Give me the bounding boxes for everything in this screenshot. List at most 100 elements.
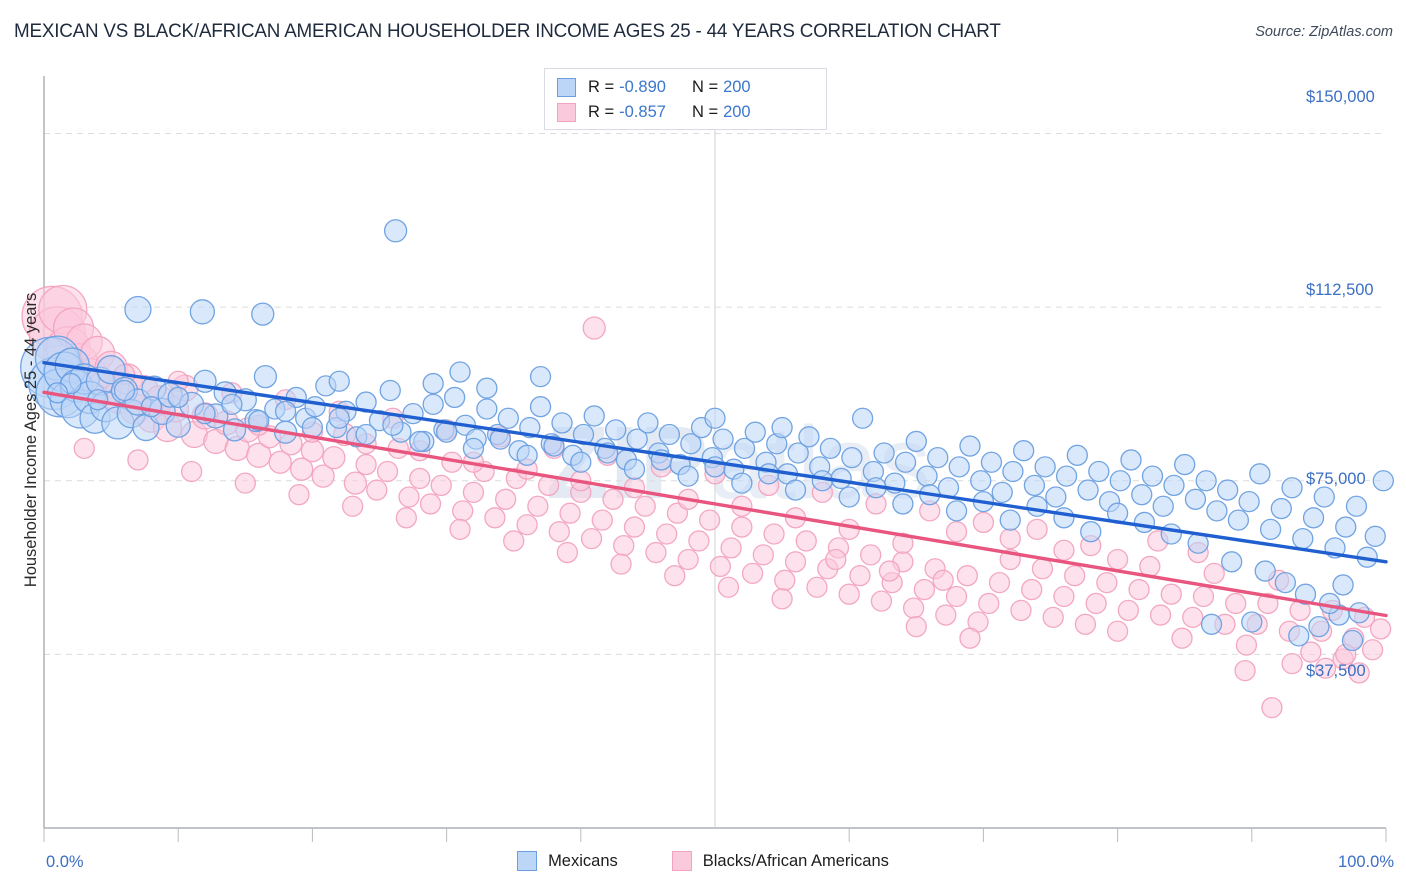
data-point xyxy=(556,541,579,564)
data-point xyxy=(73,437,95,460)
data-point xyxy=(902,597,925,619)
data-point xyxy=(422,393,444,416)
data-point xyxy=(383,219,408,243)
data-point xyxy=(1117,599,1139,622)
data-point xyxy=(795,530,817,552)
data-point xyxy=(572,423,595,446)
data-point xyxy=(758,463,780,485)
data-point xyxy=(274,400,297,422)
data-point xyxy=(680,433,702,455)
data-point xyxy=(1288,625,1310,647)
data-point xyxy=(476,398,498,420)
data-point xyxy=(1096,571,1118,594)
data-point xyxy=(709,555,732,578)
data-point xyxy=(972,511,995,534)
data-point xyxy=(494,488,517,510)
data-point xyxy=(1195,470,1217,492)
data-point xyxy=(1182,606,1204,628)
data-point xyxy=(905,430,927,453)
data-point xyxy=(529,365,552,388)
data-point xyxy=(838,518,860,541)
trendline-blacks xyxy=(42,390,1388,618)
data-point xyxy=(1364,525,1386,547)
data-point xyxy=(343,471,367,495)
data-point xyxy=(1077,479,1099,501)
data-point xyxy=(1238,490,1260,513)
data-point xyxy=(1109,470,1131,492)
data-point xyxy=(1254,560,1276,582)
data-point xyxy=(1031,558,1054,580)
data-point xyxy=(988,571,1011,594)
legend-label-blacks: Blacks/African Americans xyxy=(702,851,889,870)
data-point xyxy=(449,518,471,541)
data-point xyxy=(664,565,686,587)
data-point xyxy=(959,435,981,457)
data-point xyxy=(784,479,807,501)
series-swatch-mexicans xyxy=(557,78,576,97)
data-point xyxy=(720,537,742,559)
data-point xyxy=(870,590,893,612)
r-value-mexicans: -0.890 xyxy=(619,78,666,96)
data-point xyxy=(304,396,326,418)
y-tick-label-112500: $112,500 xyxy=(1306,281,1374,299)
data-point xyxy=(1372,470,1394,492)
data-point xyxy=(1141,465,1164,487)
data-point xyxy=(1235,634,1258,656)
data-point xyxy=(503,530,525,552)
data-point xyxy=(677,465,699,487)
legend-item-blacks[interactable]: Blacks/African Americans xyxy=(671,851,889,871)
data-point xyxy=(1026,495,1048,517)
data-point xyxy=(784,551,807,573)
data-point xyxy=(1234,659,1256,682)
stat-row-mexicans: R = -0.890 N = 200 xyxy=(557,75,816,100)
data-point xyxy=(905,615,927,638)
data-point xyxy=(1066,444,1088,466)
data-point xyxy=(484,507,506,529)
data-point xyxy=(1021,578,1043,601)
data-point xyxy=(731,472,753,494)
data-point xyxy=(582,316,606,340)
data-point xyxy=(1261,696,1283,719)
data-point xyxy=(741,562,764,585)
legend-swatch-mexicans xyxy=(517,851,538,871)
data-point xyxy=(771,588,793,610)
data-point xyxy=(999,509,1021,531)
data-point xyxy=(529,396,552,418)
data-point xyxy=(379,379,401,402)
data-point xyxy=(1055,465,1078,487)
data-point xyxy=(610,553,632,575)
data-point xyxy=(970,470,992,492)
data-point xyxy=(1361,639,1384,661)
data-point xyxy=(999,528,1021,550)
data-point xyxy=(1184,488,1207,510)
data-point xyxy=(516,514,538,536)
n-value-mexicans: 200 xyxy=(723,78,751,96)
data-point xyxy=(355,453,377,476)
x-tick-label-max: 100.0% xyxy=(1338,853,1394,871)
y-tick-label-150000: $150,000 xyxy=(1306,88,1375,106)
data-point xyxy=(1274,571,1296,594)
data-point xyxy=(1257,592,1279,615)
data-point xyxy=(733,437,756,460)
data-point xyxy=(570,451,592,473)
data-point xyxy=(1053,539,1075,561)
data-point xyxy=(476,377,498,399)
data-point xyxy=(268,450,292,474)
data-point xyxy=(978,592,1000,615)
data-point xyxy=(290,457,314,481)
n-label-mexicans: N = xyxy=(691,78,719,96)
data-point xyxy=(1281,477,1303,499)
data-point xyxy=(1300,641,1322,663)
data-point xyxy=(1133,511,1156,534)
source-attribution: Source: ZipAtlas.com xyxy=(1255,24,1393,40)
data-point xyxy=(1010,599,1032,622)
data-point xyxy=(449,361,471,383)
data-point xyxy=(763,523,785,545)
data-point xyxy=(113,379,136,402)
data-point xyxy=(1206,500,1228,522)
data-point xyxy=(1241,611,1263,633)
data-point xyxy=(916,465,938,487)
legend-item-mexicans[interactable]: Mexicans xyxy=(517,851,618,871)
